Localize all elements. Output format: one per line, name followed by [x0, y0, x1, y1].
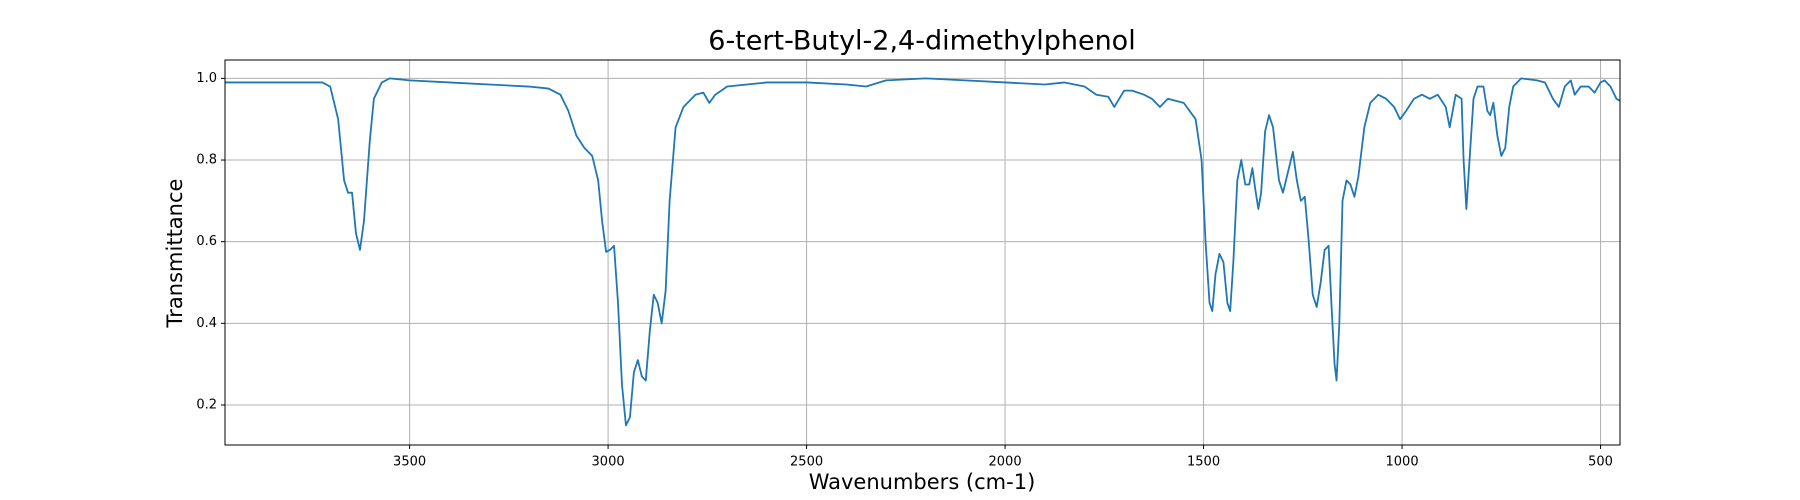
x-tick-label: 500	[1588, 455, 1613, 470]
y-tick-label: 0.8	[196, 153, 217, 168]
y-tick-label: 0.2	[196, 397, 217, 412]
x-axis-label: Wavenumbers (cm-1)	[809, 470, 1036, 494]
x-tick-label: 1000	[1386, 455, 1419, 470]
chart-title: 6-tert-Butyl-2,4-dimethylphenol	[708, 26, 1135, 57]
x-tick-label: 3000	[592, 455, 625, 470]
y-tick-label: 0.6	[196, 234, 217, 249]
x-tick-label: 2500	[790, 455, 823, 470]
x-tick-label: 1500	[1187, 455, 1220, 470]
x-tick-label: 2000	[989, 455, 1022, 470]
x-tick-label: 3500	[393, 455, 426, 470]
y-axis-label: Transmittance	[163, 179, 187, 329]
spectrum-line	[225, 77, 1621, 427]
y-tick-label: 1.0	[196, 71, 217, 86]
y-tick-label: 0.4	[196, 316, 217, 331]
plot-frame	[224, 59, 1621, 446]
